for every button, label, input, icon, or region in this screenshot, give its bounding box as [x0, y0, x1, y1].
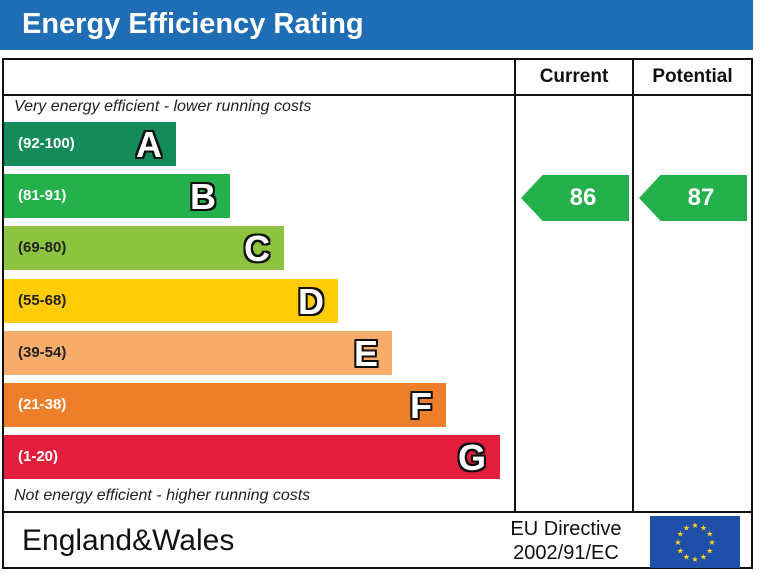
band-d: (55-68) D — [4, 279, 338, 323]
divider-potential — [632, 58, 634, 513]
rating-frame — [2, 58, 753, 569]
eu-star-icon: ★ — [677, 547, 684, 556]
eu-flag-icon: ★ ★ ★ ★ ★ ★ ★ ★ ★ ★ ★ ★ — [650, 516, 740, 568]
band-range-label: (21-38) — [18, 396, 67, 413]
eu-directive-line1: EU Directive — [510, 518, 622, 540]
bottom-note: Not energy efficient - higher running co… — [14, 487, 311, 504]
eu-star-icon: ★ — [708, 538, 715, 547]
band-b: (81-91) B — [4, 174, 230, 218]
band-c: (69-80) C — [4, 226, 284, 270]
current-rating-arrow: 86 — [521, 175, 629, 221]
band-range-label: (55-68) — [18, 292, 67, 309]
potential-rating-arrow: 87 — [639, 175, 747, 221]
eu-star-icon: ★ — [683, 553, 690, 562]
eu-star-icon: ★ — [706, 530, 713, 539]
eu-star-icon: ★ — [691, 521, 698, 530]
divider-header — [2, 94, 753, 96]
band-f: (21-38) F — [4, 383, 446, 427]
band-range-label: (1-20) — [18, 448, 59, 465]
band-letter: A — [136, 124, 162, 165]
eu-star-icon: ★ — [683, 523, 690, 532]
eu-star-icon: ★ — [706, 547, 713, 556]
eu-star-icon: ★ — [700, 523, 707, 532]
band-range-label: (39-54) — [18, 344, 67, 361]
band-range-label: (69-80) — [18, 239, 67, 256]
band-letter: B — [190, 176, 216, 217]
page-title: Energy Efficiency Rating — [22, 8, 364, 40]
divider-footer — [2, 511, 753, 513]
band-letter: E — [353, 333, 378, 374]
potential-rating-value: 87 — [687, 184, 715, 211]
band-letter: C — [244, 228, 270, 269]
eu-directive: EU Directive 2002/91/EC — [490, 517, 642, 565]
region-label: England&Wales — [22, 524, 235, 557]
eu-star-icon: ★ — [691, 555, 698, 564]
eu-star-icon: ★ — [674, 538, 681, 547]
top-note: Very energy efficient - lower running co… — [14, 98, 312, 115]
band-letter: F — [410, 385, 432, 426]
potential-column-header: Potential — [652, 66, 733, 87]
eu-directive-line2: 2002/91/EC — [513, 542, 619, 564]
current-rating-value: 86 — [569, 184, 597, 211]
divider-current — [514, 58, 516, 513]
title-bar: Energy Efficiency Rating — [0, 0, 753, 50]
eu-star-icon: ★ — [677, 530, 684, 539]
band-g: (1-20) G — [4, 435, 500, 479]
band-range-label: (81-91) — [18, 187, 67, 204]
band-a: (92-100) A — [4, 122, 176, 166]
band-e: (39-54) E — [4, 331, 392, 375]
band-range-label: (92-100) — [18, 135, 75, 152]
band-letter: D — [298, 281, 324, 322]
current-column-header: Current — [539, 66, 609, 87]
eu-star-icon: ★ — [700, 553, 707, 562]
band-letter: G — [457, 437, 486, 478]
